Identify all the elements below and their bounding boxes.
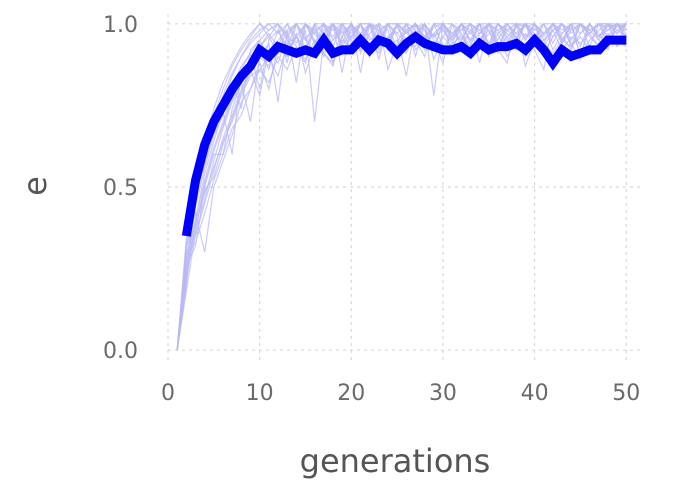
grid bbox=[167, 14, 640, 360]
run-line-10 bbox=[176, 22, 627, 351]
x-tick-label: 30 bbox=[429, 381, 457, 406]
x-tick-label: 50 bbox=[612, 381, 640, 406]
x-tick-label: 0 bbox=[161, 381, 175, 406]
run-line-4 bbox=[176, 21, 627, 351]
y-axis-ticks: 0.0 0.5 1.0 bbox=[103, 13, 138, 364]
y-tick-label: 0.5 bbox=[103, 176, 138, 201]
x-tick-label: 20 bbox=[337, 381, 365, 406]
x-tick-label: 40 bbox=[521, 381, 549, 406]
y-axis-title: e bbox=[16, 176, 54, 196]
x-tick-label: 10 bbox=[246, 381, 274, 406]
y-tick-label: 0.0 bbox=[103, 339, 138, 364]
x-axis-ticks: 0 10 20 30 40 50 bbox=[161, 381, 640, 406]
mean-series-group bbox=[181, 31, 627, 237]
run-line-8 bbox=[176, 22, 627, 351]
y-tick-label: 1.0 bbox=[103, 13, 138, 38]
x-axis-title: generations bbox=[300, 442, 491, 480]
mean-line bbox=[181, 31, 627, 237]
